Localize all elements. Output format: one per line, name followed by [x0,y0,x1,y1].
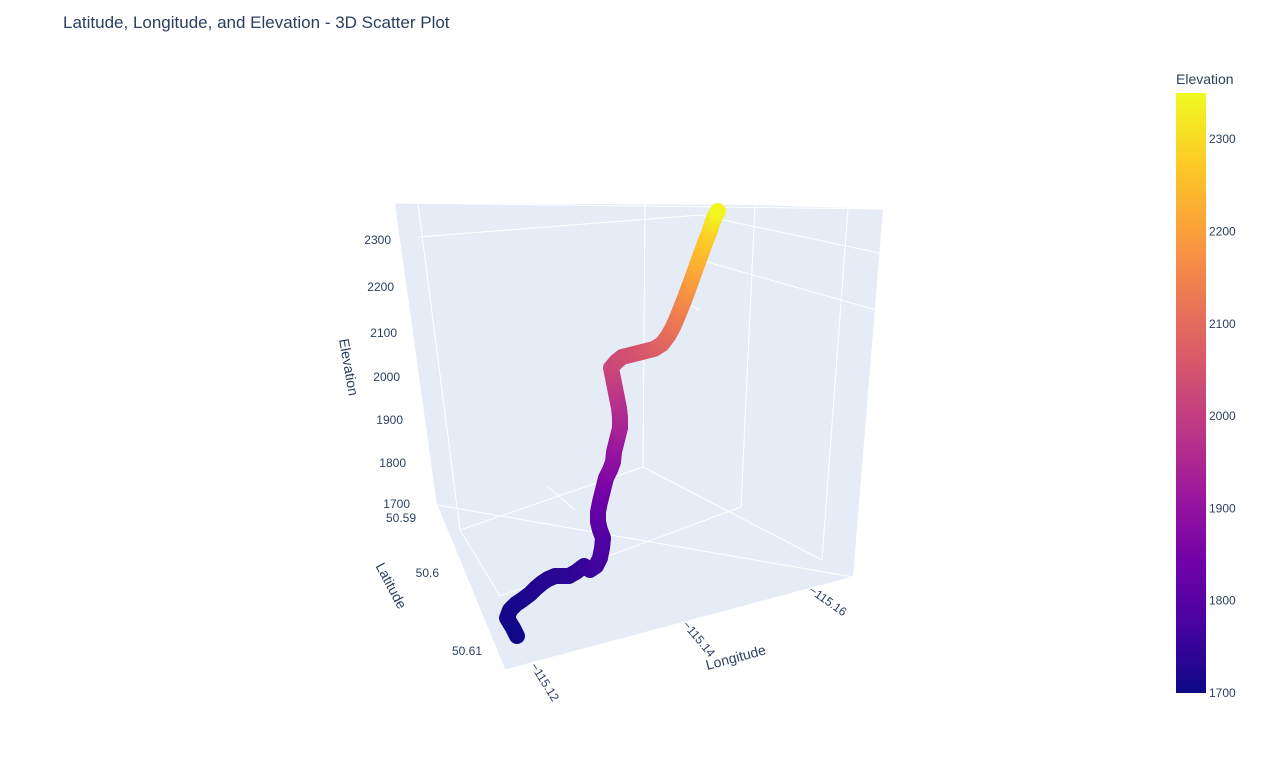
grid-lines [394,200,884,671]
z-tick-label: 1800 [379,456,406,470]
colorbar-title: Elevation [1176,71,1234,87]
z-tick-label: 2100 [370,326,397,340]
z-axis-title: Elevation [336,337,362,396]
data-point[interactable] [710,203,726,219]
y-tick-label: 50.61 [452,644,482,658]
back-wall-pane [395,203,883,577]
x-tick-label: −115.14 [680,618,718,660]
y-tick-label: 50.59 [386,511,416,525]
colorbar-tick-label: 2300 [1209,132,1236,146]
z-tick-label: 2200 [367,280,394,294]
y-tick-label: 50.6 [416,566,440,580]
chart-title: Latitude, Longitude, and Elevation - 3D … [63,13,450,32]
colorbar: Elevation 1700 1800 1900 2000 2100 2200 2300 [1176,71,1236,700]
z-tick-label: 2300 [364,233,391,247]
colorbar-tick-label: 2200 [1209,224,1236,238]
z-tick-label: 1900 [376,413,403,427]
colorbar-tick-label: 1700 [1209,686,1236,700]
x-tick-label: −115.12 [527,660,562,704]
colorbar-tick-label: 2000 [1209,409,1236,423]
colorbar-gradient [1176,93,1206,693]
z-axis-ticks: 2300 2200 2100 2000 1900 1800 1700 [364,233,410,511]
colorbar-tick-label: 1800 [1209,594,1236,608]
floor-pane [437,505,853,670]
colorbar-tick-label: 1900 [1209,501,1236,515]
colorbar-ticks: 1700 1800 1900 2000 2100 2200 2300 [1209,132,1236,700]
x-tick-label: −115.16 [806,583,849,619]
scene-panes [395,203,883,670]
y-axis-ticks: 50.59 50.6 50.61 [386,511,482,658]
z-tick-label: 2000 [373,370,400,384]
scatter-markers[interactable] [499,203,726,644]
z-tick-label: 1700 [383,497,410,511]
colorbar-tick-label: 2100 [1209,317,1236,331]
y-axis-title: Latitude [373,560,411,612]
